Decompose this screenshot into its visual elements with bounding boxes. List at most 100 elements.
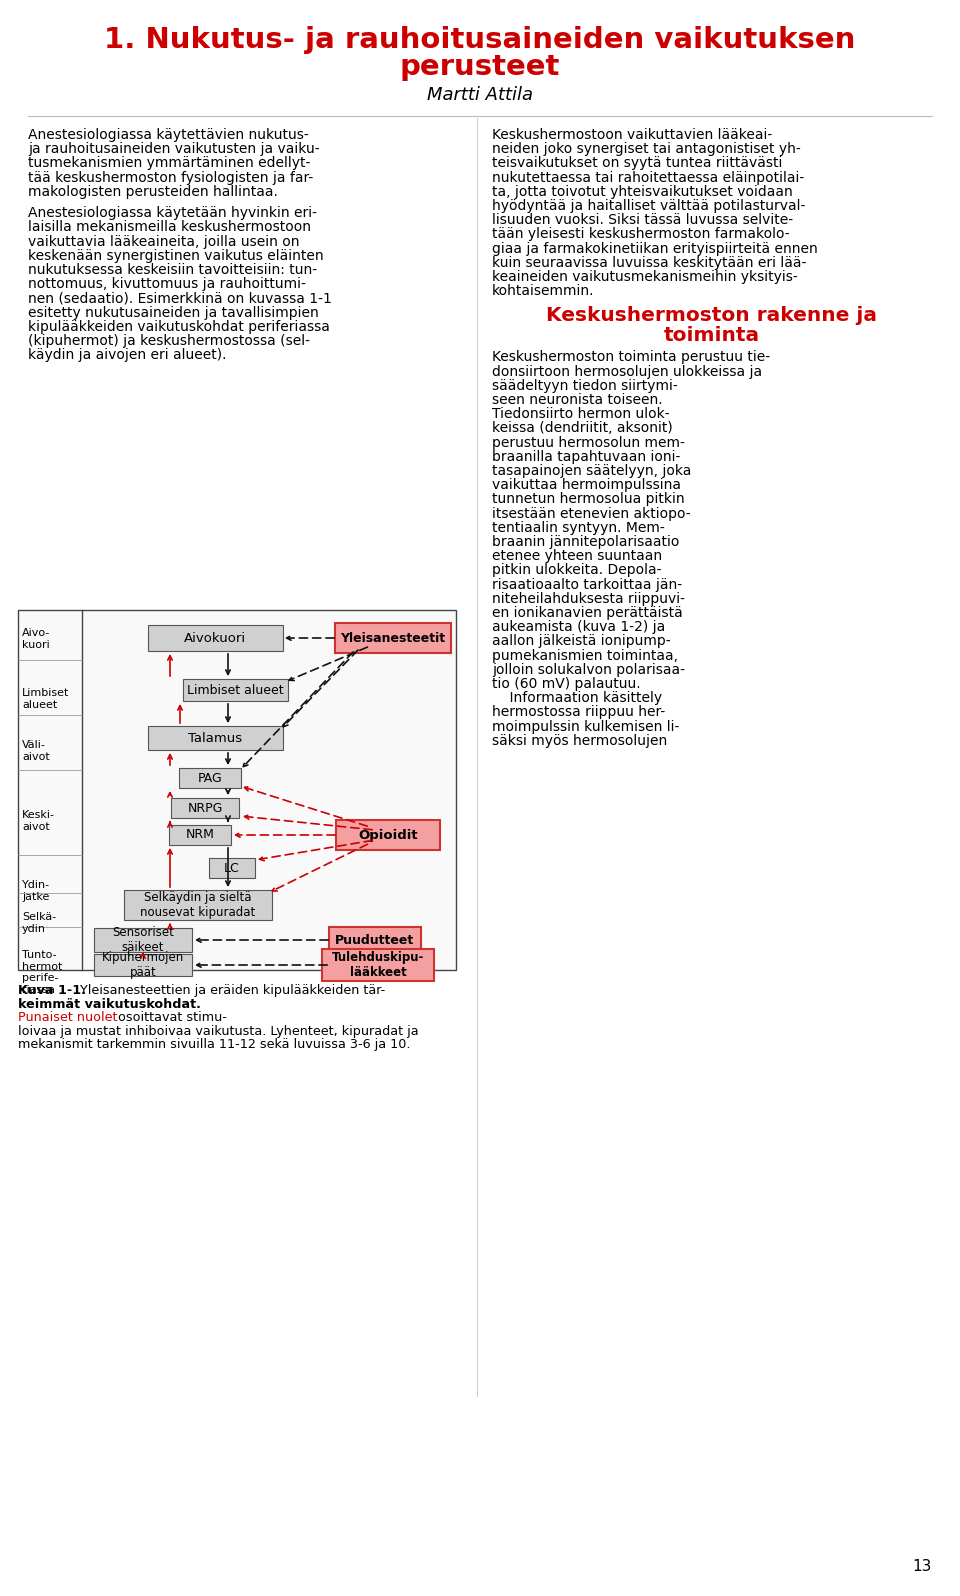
Text: Yleisanesteetit: Yleisanesteetit (341, 632, 445, 645)
FancyBboxPatch shape (148, 726, 282, 750)
Text: Talamus: Talamus (188, 731, 242, 744)
FancyBboxPatch shape (179, 768, 241, 788)
Text: tasapainojen säätelyyn, joka: tasapainojen säätelyyn, joka (492, 464, 691, 477)
FancyBboxPatch shape (169, 825, 231, 844)
Text: Tunto-
hermot
perife-
riassa: Tunto- hermot perife- riassa (22, 950, 62, 994)
Text: Anestesiologiassa käytetään hyvinkin eri-: Anestesiologiassa käytetään hyvinkin eri… (28, 206, 317, 220)
Text: etenee yhteen suuntaan: etenee yhteen suuntaan (492, 549, 662, 563)
Text: tusmekanismien ymmärtäminen edellyt-: tusmekanismien ymmärtäminen edellyt- (28, 156, 310, 171)
Text: Selkäydin ja sieltä
nousevat kipuradat: Selkäydin ja sieltä nousevat kipuradat (140, 891, 255, 919)
Text: vaikuttavia lääkeaineita, joilla usein on: vaikuttavia lääkeaineita, joilla usein o… (28, 235, 300, 249)
FancyBboxPatch shape (124, 891, 272, 919)
Text: osoittavat stimu-: osoittavat stimu- (114, 1010, 227, 1025)
Text: Väli-
aivot: Väli- aivot (22, 741, 50, 761)
Text: laisilla mekanismeilla keskushermostoon: laisilla mekanismeilla keskushermostoon (28, 220, 311, 235)
Text: en ionikanavien perättäistä: en ionikanavien perättäistä (492, 606, 683, 619)
Text: aallon jälkeistä ionipump-: aallon jälkeistä ionipump- (492, 634, 671, 648)
Text: esitetty nukutusaineiden ja tavallisimpien: esitetty nukutusaineiden ja tavallisimpi… (28, 305, 319, 319)
Text: kohtaisemmin.: kohtaisemmin. (492, 284, 594, 298)
Text: tunnetun hermosolua pitkin: tunnetun hermosolua pitkin (492, 493, 684, 506)
Text: mekanismit tarkemmin sivuilla 11-12 sekä luvuissa 3-6 ja 10.: mekanismit tarkemmin sivuilla 11-12 sekä… (18, 1037, 411, 1052)
Text: teisvaikutukset on syytä tuntea riittävästi: teisvaikutukset on syytä tuntea riittävä… (492, 156, 782, 171)
Text: säksi myös hermosolujen: säksi myös hermosolujen (492, 734, 667, 749)
Text: keissa (dendriitit, aksonit): keissa (dendriitit, aksonit) (492, 421, 673, 436)
Text: nen (sedaatio). Esimerkkinä on kuvassa 1-1: nen (sedaatio). Esimerkkinä on kuvassa 1… (28, 292, 332, 305)
Text: seen neuronista toiseen.: seen neuronista toiseen. (492, 393, 662, 407)
Text: ja rauhoitusaineiden vaikutusten ja vaiku-: ja rauhoitusaineiden vaikutusten ja vaik… (28, 142, 320, 156)
Text: giaa ja farmakokinetiikan erityispiirteitä ennen: giaa ja farmakokinetiikan erityispiirtei… (492, 241, 818, 255)
Text: makologisten perusteiden hallintaa.: makologisten perusteiden hallintaa. (28, 185, 277, 200)
FancyBboxPatch shape (171, 798, 239, 819)
Text: Limbiset
alueet: Limbiset alueet (22, 688, 69, 710)
FancyBboxPatch shape (209, 859, 255, 878)
Text: 13: 13 (913, 1559, 932, 1574)
Text: braanilla tapahtuvaan ioni-: braanilla tapahtuvaan ioni- (492, 450, 681, 464)
FancyBboxPatch shape (329, 927, 421, 953)
Text: tio (60 mV) palautuu.: tio (60 mV) palautuu. (492, 677, 640, 691)
Text: säädeltyyn tiedon siirtymi-: säädeltyyn tiedon siirtymi- (492, 378, 678, 393)
Text: Kipuhermojen
päät: Kipuhermojen päät (102, 951, 184, 978)
Text: tentiaalin syntyyn. Mem-: tentiaalin syntyyn. Mem- (492, 520, 664, 535)
Text: Keskushermoston toiminta perustuu tie-: Keskushermoston toiminta perustuu tie- (492, 351, 770, 364)
FancyBboxPatch shape (94, 954, 192, 977)
Text: Limbiset alueet: Limbiset alueet (186, 683, 283, 696)
Text: kuin seuraavissa luvuissa keskitytään eri lää-: kuin seuraavissa luvuissa keskitytään er… (492, 255, 806, 270)
Text: aukeamista (kuva 1-2) ja: aukeamista (kuva 1-2) ja (492, 621, 665, 634)
Text: hyödyntää ja haitalliset välttää potilasturval-: hyödyntää ja haitalliset välttää potilas… (492, 200, 805, 212)
Text: tää keskushermoston fysiologisten ja far-: tää keskushermoston fysiologisten ja far… (28, 171, 313, 185)
Text: NRPG: NRPG (187, 801, 223, 814)
Text: Tiedonsiirto hermon ulok-: Tiedonsiirto hermon ulok- (492, 407, 670, 421)
Text: risaatioaalto tarkoittaa jän-: risaatioaalto tarkoittaa jän- (492, 578, 683, 592)
Text: itsestään etenevien aktiopo-: itsestään etenevien aktiopo- (492, 506, 690, 520)
Text: Puudutteet: Puudutteet (335, 934, 415, 946)
Text: Aivokuori: Aivokuori (184, 632, 246, 645)
Text: perustuu hermosolun mem-: perustuu hermosolun mem- (492, 436, 684, 450)
Text: käydin ja aivojen eri alueet).: käydin ja aivojen eri alueet). (28, 348, 227, 362)
Text: keimmät vaikutuskohdat.: keimmät vaikutuskohdat. (18, 998, 205, 1010)
Text: Ydin-
jatke: Ydin- jatke (22, 879, 50, 902)
Text: Tulehduskipu-
lääkkeet: Tulehduskipu- lääkkeet (332, 951, 424, 978)
Text: nukutettaessa tai rahoitettaessa eläinpotilai-: nukutettaessa tai rahoitettaessa eläinpo… (492, 171, 804, 185)
Text: NRM: NRM (185, 828, 214, 841)
Text: toiminta: toiminta (664, 327, 760, 345)
Text: niteheilahduksesta riippuvi-: niteheilahduksesta riippuvi- (492, 592, 685, 606)
Text: LC: LC (224, 862, 240, 875)
Text: loivaa ja mustat inhiboivaa vaikutusta. Lyhenteet, kipuradat ja: loivaa ja mustat inhiboivaa vaikutusta. … (18, 1025, 419, 1037)
Text: lisuuden vuoksi. Siksi tässä luvussa selvite-: lisuuden vuoksi. Siksi tässä luvussa sel… (492, 214, 793, 227)
Text: ta, jotta toivotut yhteisvaikutukset voidaan: ta, jotta toivotut yhteisvaikutukset voi… (492, 185, 793, 200)
Text: Informaation käsittely: Informaation käsittely (492, 691, 662, 705)
Text: moimpulssin kulkemisen li-: moimpulssin kulkemisen li- (492, 720, 680, 734)
Text: Keskushermoston rakenne ja: Keskushermoston rakenne ja (546, 306, 877, 326)
Text: jolloin solukalvon polarisaa-: jolloin solukalvon polarisaa- (492, 662, 685, 677)
Text: Opioidit: Opioidit (358, 828, 418, 841)
Text: tään yleisesti keskushermoston farmakolo-: tään yleisesti keskushermoston farmakolo… (492, 227, 790, 241)
FancyBboxPatch shape (182, 678, 287, 701)
Text: braanin jännitepolarisaatio: braanin jännitepolarisaatio (492, 535, 680, 549)
Text: Keski-
aivot: Keski- aivot (22, 811, 55, 832)
Text: Anestesiologiassa käytettävien nukutus-: Anestesiologiassa käytettävien nukutus- (28, 128, 309, 142)
Text: Aivo-
kuori: Aivo- kuori (22, 627, 50, 650)
Text: pumekanismien toimintaa,: pumekanismien toimintaa, (492, 648, 678, 662)
Text: Yleisanesteettien ja eräiden kipulääkkeiden tär-: Yleisanesteettien ja eräiden kipulääkkei… (76, 985, 385, 998)
FancyBboxPatch shape (322, 950, 434, 982)
Text: pitkin ulokkeita. Depola-: pitkin ulokkeita. Depola- (492, 563, 661, 578)
FancyBboxPatch shape (335, 622, 451, 653)
Text: hermostossa riippuu her-: hermostossa riippuu her- (492, 705, 665, 720)
Text: 1. Nukutus- ja rauhoitusaineiden vaikutuksen: 1. Nukutus- ja rauhoitusaineiden vaikutu… (105, 26, 855, 54)
Text: keskenään synergistinen vaikutus eläinten: keskenään synergistinen vaikutus eläinte… (28, 249, 324, 263)
FancyBboxPatch shape (94, 927, 192, 951)
FancyBboxPatch shape (148, 626, 282, 651)
Text: perusteet: perusteet (399, 53, 561, 81)
Text: (kipuhermot) ja keskushermostossa (sel-: (kipuhermot) ja keskushermostossa (sel- (28, 334, 310, 348)
Text: PAG: PAG (198, 771, 223, 785)
Text: Selkä-
ydin: Selkä- ydin (22, 911, 57, 934)
Text: Martti Attila: Martti Attila (427, 86, 533, 104)
Text: kipulääkkeiden vaikutuskohdat periferiassa: kipulääkkeiden vaikutuskohdat periferias… (28, 319, 330, 334)
Text: nottomuus, kivuttomuus ja rauhoittumi-: nottomuus, kivuttomuus ja rauhoittumi- (28, 278, 306, 290)
FancyBboxPatch shape (336, 820, 440, 851)
Text: vaikuttaa hermoimpulssina: vaikuttaa hermoimpulssina (492, 479, 681, 492)
Text: keaineiden vaikutusmekanismeihin yksityis-: keaineiden vaikutusmekanismeihin yksityi… (492, 270, 798, 284)
Text: nukutuksessa keskeisiin tavoitteisiin: tun-: nukutuksessa keskeisiin tavoitteisiin: t… (28, 263, 317, 276)
Text: Kuva 1-1.: Kuva 1-1. (18, 985, 85, 998)
Text: donsiirtoon hermosolujen ulokkeissa ja: donsiirtoon hermosolujen ulokkeissa ja (492, 364, 762, 378)
